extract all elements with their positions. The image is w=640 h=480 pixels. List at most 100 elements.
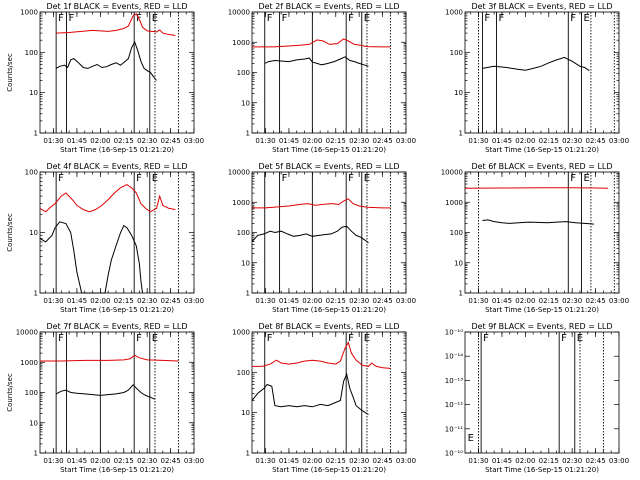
events-series-line bbox=[482, 219, 595, 225]
events-series-line bbox=[251, 225, 369, 244]
x-tick-label: 03:00 bbox=[609, 137, 629, 145]
event-marker-label: F bbox=[498, 13, 504, 24]
events-series-line bbox=[39, 221, 143, 294]
y-tick-label: 10 bbox=[241, 409, 250, 417]
x-axis-label: Start Time (16-Sep-15 01:21:20) bbox=[272, 466, 386, 474]
panel-det-2: Det 2f BLACK = Events, RED = LLD 1 10 100 10… bbox=[228, 2, 416, 154]
x-axis-label: Start Time (16-Sep-15 01:21:20) bbox=[60, 466, 174, 474]
event-marker-label: F bbox=[58, 13, 64, 24]
plot-frame bbox=[251, 11, 407, 134]
x-tick-label: 01:30 bbox=[43, 457, 63, 465]
panel-title: Det 4f BLACK = Events, RED = LLD bbox=[46, 162, 187, 171]
x-tick-label: 02:00 bbox=[515, 297, 535, 305]
event-marker-label: F bbox=[570, 173, 576, 184]
y-tick-label: 100 bbox=[25, 169, 38, 177]
x-tick-label: 02:30 bbox=[137, 457, 157, 465]
panel-det-5: Det 5f BLACK = Events, RED = LLD 1 10 100 10… bbox=[228, 162, 416, 314]
x-axis-label: Start Time (16-Sep-15 01:21:20) bbox=[272, 146, 386, 154]
x-tick-label: 03:00 bbox=[396, 297, 416, 305]
x-tick-label: 01:45 bbox=[279, 297, 299, 305]
y-tick-label: 100 bbox=[450, 49, 463, 57]
y-tick-label: 10 bbox=[454, 89, 463, 97]
plot-frame bbox=[39, 331, 195, 454]
y-tick-label: 1 bbox=[34, 290, 38, 298]
x-tick-label: 02:00 bbox=[515, 457, 535, 465]
x-tick-label: 02:15 bbox=[326, 457, 346, 465]
y-tick-label: 1 bbox=[34, 450, 38, 458]
event-marker-label: F bbox=[58, 173, 64, 184]
x-tick-label: 01:45 bbox=[67, 457, 87, 465]
y-tick-label: 10 bbox=[29, 419, 38, 427]
lld-series-line bbox=[39, 184, 176, 213]
event-marker-label: F bbox=[561, 333, 567, 344]
x-tick-label: 02:30 bbox=[349, 297, 369, 305]
panel-title: Det 8f BLACK = Events, RED = LLD bbox=[258, 322, 399, 331]
event-marker-label: E bbox=[468, 433, 474, 444]
event-marker-label: F bbox=[484, 13, 490, 24]
panel-det-3: Det 3f BLACK = Events, RED = LLD 1 10 100 10… bbox=[445, 2, 629, 154]
y-tick-label: 1 bbox=[34, 130, 38, 138]
x-tick-label: 02:00 bbox=[90, 457, 110, 465]
y-tick-label: 100 bbox=[25, 49, 38, 57]
x-tick-label: 02:15 bbox=[326, 137, 346, 145]
plot-frame bbox=[464, 11, 620, 134]
x-tick-label: 02:45 bbox=[160, 137, 180, 145]
x-tick-label: 02:00 bbox=[515, 137, 535, 145]
x-tick-label: 02:30 bbox=[562, 137, 582, 145]
lld-series-line bbox=[252, 198, 391, 209]
y-tick-label: 10⁻¹⁴ bbox=[445, 353, 463, 361]
lld-series-line bbox=[56, 13, 176, 37]
x-axis-label: Start Time (16-Sep-15 01:21:20) bbox=[60, 306, 174, 314]
y-tick-label: 1 bbox=[459, 290, 463, 298]
y-tick-label: 10 bbox=[241, 259, 250, 267]
x-tick-label: 02:00 bbox=[90, 297, 110, 305]
panel-det-8: Det 8f BLACK = Events, RED = LLD 1 10 100 10… bbox=[232, 322, 416, 474]
event-marker-label: F bbox=[348, 13, 354, 24]
event-marker-label: E bbox=[584, 173, 590, 184]
x-tick-label: 01:30 bbox=[43, 137, 63, 145]
event-marker-label: F bbox=[282, 13, 288, 24]
panel-title: Det 5f BLACK = Events, RED = LLD bbox=[258, 162, 399, 171]
x-tick-label: 02:45 bbox=[585, 297, 605, 305]
x-tick-label: 01:45 bbox=[492, 457, 512, 465]
x-tick-label: 01:30 bbox=[255, 297, 275, 305]
y-tick-label: 1 bbox=[459, 130, 463, 138]
event-marker-label: F bbox=[282, 173, 288, 184]
y-tick-label: 1000 bbox=[20, 359, 38, 367]
y-tick-label: 10⁻¹² bbox=[445, 401, 463, 409]
x-tick-label: 02:15 bbox=[114, 297, 134, 305]
panel-det-1: Det 1f BLACK = Events, RED = LLD 1 10 100 10… bbox=[6, 2, 204, 154]
panel-det-7: Det 7f BLACK = Events, RED = LLD 1 10 100 10… bbox=[6, 322, 204, 474]
plot-frame bbox=[39, 11, 195, 134]
x-axis-label: Start Time (16-Sep-15 01:21:20) bbox=[272, 306, 386, 314]
x-tick-label: 01:45 bbox=[492, 137, 512, 145]
x-tick-label: 02:15 bbox=[114, 457, 134, 465]
y-axis-label: Counts/sec bbox=[6, 373, 14, 412]
x-tick-label: 02:30 bbox=[562, 297, 582, 305]
x-tick-label: 02:15 bbox=[326, 297, 346, 305]
x-tick-label: 01:45 bbox=[67, 297, 87, 305]
x-tick-label: 02:45 bbox=[372, 457, 392, 465]
x-axis-label: Start Time (16-Sep-15 01:21:20) bbox=[485, 466, 599, 474]
x-tick-label: 01:30 bbox=[255, 137, 275, 145]
y-tick-label: 1000 bbox=[232, 199, 250, 207]
panel-title: Det 7f BLACK = Events, RED = LLD bbox=[46, 322, 187, 331]
event-marker-label: F bbox=[136, 173, 142, 184]
y-tick-label: 10 bbox=[29, 229, 38, 237]
panel-det-9: Det 9f BLACK = Events, RED = LLD 10⁻¹⁰ 10⁻… bbox=[445, 322, 629, 474]
lld-series-line bbox=[40, 354, 179, 362]
x-tick-label: 02:00 bbox=[90, 137, 110, 145]
y-tick-label: 10000 bbox=[16, 329, 38, 337]
y-tick-label: 1000 bbox=[445, 199, 463, 207]
y-tick-label: 100 bbox=[237, 229, 250, 237]
event-marker-label: F bbox=[570, 13, 576, 24]
events-series-line bbox=[482, 56, 590, 72]
x-tick-label: 02:15 bbox=[114, 137, 134, 145]
event-marker-label: F bbox=[69, 13, 75, 24]
x-tick-label: 02:30 bbox=[137, 297, 157, 305]
x-tick-label: 02:45 bbox=[585, 457, 605, 465]
x-tick-label: 03:00 bbox=[396, 137, 416, 145]
x-tick-label: 02:45 bbox=[372, 297, 392, 305]
y-axis-label: Counts/sec bbox=[6, 53, 14, 92]
